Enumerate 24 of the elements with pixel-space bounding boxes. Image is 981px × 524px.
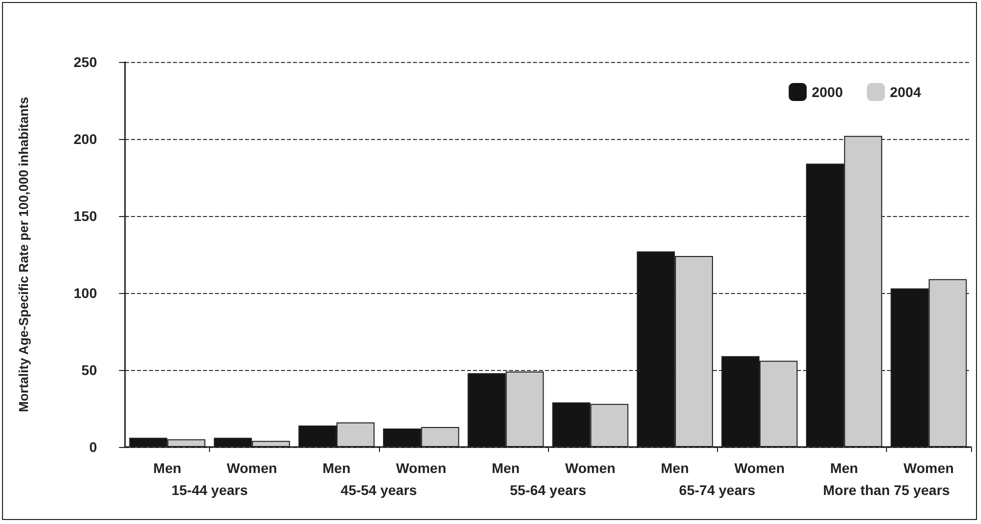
y-axis-title: Mortality Age-Specific Rate per 100,000 inhabitants (16, 96, 31, 412)
y-tick-label: 200 (74, 131, 98, 147)
x-tick-label: Women (734, 460, 785, 476)
text: 55-64 years (510, 482, 586, 498)
x-tick-label: Men (660, 460, 689, 476)
text: More than 75 years (822, 482, 950, 498)
x-tick-label: Women (565, 460, 616, 476)
x-tick-label: Men (492, 460, 520, 476)
x-tick-label: Women (396, 460, 446, 476)
y-tick-label: 150 (74, 208, 98, 224)
text: 45-54 years (340, 482, 418, 498)
x-tick-label: Women (226, 460, 278, 476)
x-tick-label: Men (322, 460, 350, 476)
text: 65-74 years (679, 482, 756, 498)
legend-label: 2004 (890, 84, 922, 100)
y-tick-label: 0 (89, 439, 98, 455)
x-tick-label: Men (153, 460, 182, 476)
y-tick-label: 100 (74, 285, 98, 301)
legend-label: 2000 (812, 84, 844, 100)
y-tick-label: 250 (74, 54, 98, 70)
text: 15-44 years (171, 482, 248, 498)
x-tick-label: Women (904, 460, 954, 476)
y-tick-label: 50 (81, 362, 98, 378)
x-tick-label: Men (830, 460, 858, 476)
